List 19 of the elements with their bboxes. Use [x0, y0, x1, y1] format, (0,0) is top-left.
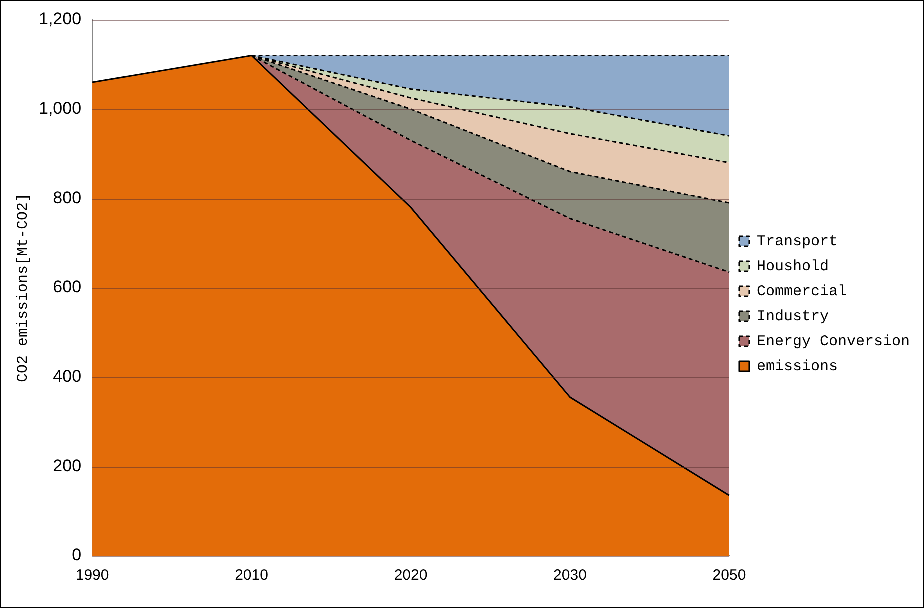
- x-tick-label: 2030: [554, 567, 587, 584]
- y-tick-label: 800: [53, 188, 82, 208]
- x-tick-label: 1990: [76, 567, 110, 584]
- y-tick-label: 1,000: [38, 99, 82, 118]
- legend-label: Energy Conversion: [756, 333, 910, 350]
- y-axis-title: CO2 emissions[Mt-CO2]: [14, 193, 32, 383]
- legend-label: Houshold: [756, 258, 829, 276]
- legend-label: Commercial: [756, 283, 847, 300]
- y-tick-label: 400: [53, 367, 82, 386]
- x-tick-label: 2050: [712, 567, 746, 584]
- y-tick-label: 200: [53, 456, 82, 476]
- legend-label: Industry: [756, 308, 829, 326]
- x-tick-label: 2020: [394, 567, 428, 584]
- legend-label: emissions: [756, 358, 838, 376]
- x-tick-label: 2010: [235, 567, 268, 584]
- legend-label: Transport: [756, 233, 838, 250]
- y-tick-label: 1,200: [38, 10, 82, 29]
- y-tick-label: 600: [53, 278, 82, 297]
- y-tick-label: 0: [72, 546, 82, 565]
